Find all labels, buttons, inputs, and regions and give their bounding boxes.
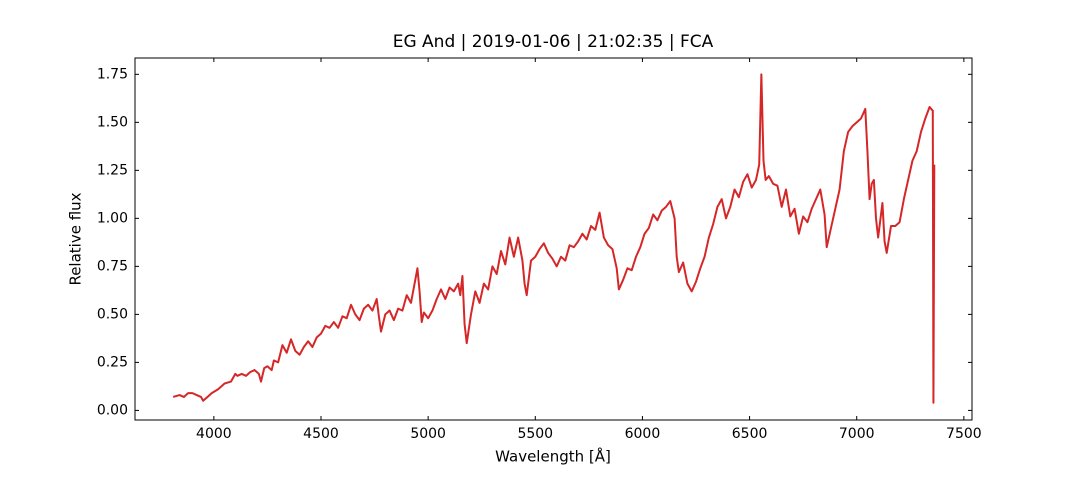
y-tick-label: 1.00: [97, 210, 128, 226]
x-tick-label: 7500: [946, 426, 982, 442]
y-tick-label: 0.00: [97, 402, 128, 418]
y-tick-label: 0.50: [97, 306, 128, 322]
x-tick-label: 5000: [410, 426, 446, 442]
y-tick-label: 0.75: [97, 258, 128, 274]
chart-title: EG And | 2019-01-06 | 21:02:35 | FCA: [393, 32, 714, 52]
y-tick-label: 1.25: [97, 162, 128, 178]
y-axis-label: Relative flux: [67, 192, 85, 285]
x-axis-label: Wavelength [Å]: [495, 447, 611, 466]
x-tick-label: 4500: [303, 426, 339, 442]
y-tick-label: 0.25: [97, 354, 128, 370]
x-tick-label: 5500: [517, 426, 553, 442]
y-tick-label: 1.75: [97, 66, 128, 82]
y-tick-label: 1.50: [97, 114, 128, 130]
x-tick-label: 7000: [839, 426, 875, 442]
spectrum-line: [172, 73, 936, 404]
x-tick-label: 6500: [732, 426, 768, 442]
plot-frame: [134, 57, 973, 421]
x-tick-label: 6000: [625, 426, 661, 442]
x-tick-label: 4000: [196, 426, 232, 442]
